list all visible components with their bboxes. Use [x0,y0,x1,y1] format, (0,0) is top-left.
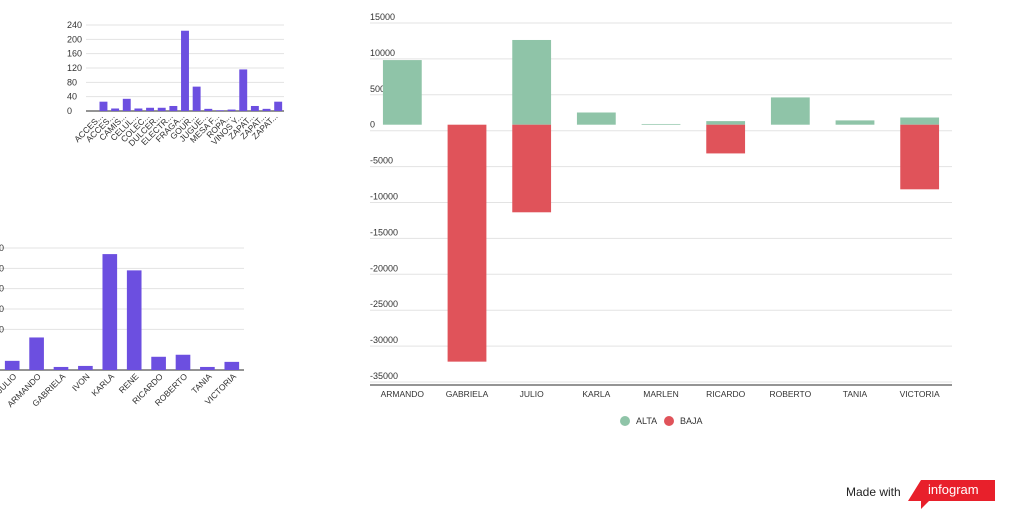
bar[interactable] [215,110,224,111]
bar-alta[interactable] [900,117,940,125]
x-tick-label: ARMANDO [381,389,425,399]
footer-branding: Made with infogram [846,480,1006,510]
infogram-brand-label[interactable]: infogram [928,482,979,497]
bar[interactable] [262,108,271,111]
bar[interactable] [192,86,201,111]
bar[interactable] [4,360,20,370]
x-tick-label: KARLA [89,371,116,398]
bar-baja[interactable] [900,124,940,190]
y-tick-label: -15000 [370,227,398,237]
y-tick-label: -5000 [370,156,393,166]
y-tick-label: 0 [370,120,375,130]
bar[interactable] [126,270,142,370]
alta-baja-bar-chart: 15000 10000 5000 0 -5000 -10000 -15000 -20000 -2… [370,12,952,426]
legend-swatch-baja [664,416,674,426]
bar-baja[interactable] [447,124,487,362]
made-with-label: Made with [846,485,901,499]
bar[interactable] [227,109,236,111]
bar[interactable] [250,105,259,111]
x-tick-label: ROBERTO [769,389,811,399]
y-tick-label: 120 [67,63,82,73]
y-tick-label: 0 [0,304,4,314]
bar[interactable] [200,366,215,370]
bar[interactable] [53,366,69,370]
bar-alta[interactable] [770,97,810,125]
legend-label-baja: BAJA [680,416,703,426]
bar[interactable] [99,101,108,111]
chart-legend: ALTA BAJA [620,416,703,426]
y-tick-label: -10000 [370,192,398,202]
bar[interactable] [111,108,120,111]
y-tick-label: 5000 [370,84,390,94]
x-tick-label: JULIO [520,389,544,399]
y-tick-label: 200 [67,34,82,44]
y-tick-label: -30000 [370,335,398,345]
y-tick-label: 40 [67,92,77,102]
x-tick-label: GABRIELA [446,389,489,399]
x-tick-label: KARLA [582,389,610,399]
y-tick-label: -35000 [370,371,398,381]
bar[interactable] [204,108,213,111]
y-tick-label: 160 [67,49,82,59]
bar-alta[interactable] [641,123,681,125]
x-tick-label: TANIA [843,389,868,399]
bar[interactable] [169,105,178,111]
bar-alta[interactable] [382,60,422,125]
y-tick-label: 15000 [370,12,395,22]
y-tick-label: 240 [67,20,82,30]
x-tick-label: RICARDO [706,389,746,399]
y-tick-label: 0 [0,263,4,273]
bar-alta[interactable] [512,39,552,125]
bar[interactable] [157,107,166,111]
bar[interactable] [122,98,131,111]
bar[interactable] [102,254,118,370]
y-tick-label: 0 [0,243,4,253]
legend-swatch-alta [620,416,630,426]
bar[interactable] [134,108,143,111]
y-tick-label: 10000 [370,48,395,58]
y-tick-label: -25000 [370,299,398,309]
y-tick-label: 0 [0,324,4,334]
y-tick-label: 0 [67,106,72,116]
bar[interactable] [175,354,191,370]
bar[interactable] [239,69,248,111]
y-tick-label: 0 [0,284,4,294]
bar[interactable] [224,361,240,370]
bar[interactable] [78,365,93,370]
bar[interactable] [274,101,283,111]
infogram-logo-badge[interactable] [907,480,995,510]
bar-baja[interactable] [706,124,746,154]
x-tick-label: VICTORIA [900,389,940,399]
x-tick-label: IVON [70,371,92,393]
y-tick-label: -20000 [370,263,398,273]
bar-baja[interactable] [512,124,552,213]
bar-alta[interactable] [835,120,875,125]
legend-label-alta: ALTA [636,416,657,426]
y-tick-label: 80 [67,77,77,87]
bar-alta[interactable] [706,121,746,125]
bar[interactable] [181,30,189,111]
bar[interactable] [146,107,155,111]
x-tick-label: MARLEN [643,389,678,399]
bar-alta[interactable] [576,112,616,125]
bar[interactable] [29,337,44,370]
bar[interactable] [151,356,166,370]
